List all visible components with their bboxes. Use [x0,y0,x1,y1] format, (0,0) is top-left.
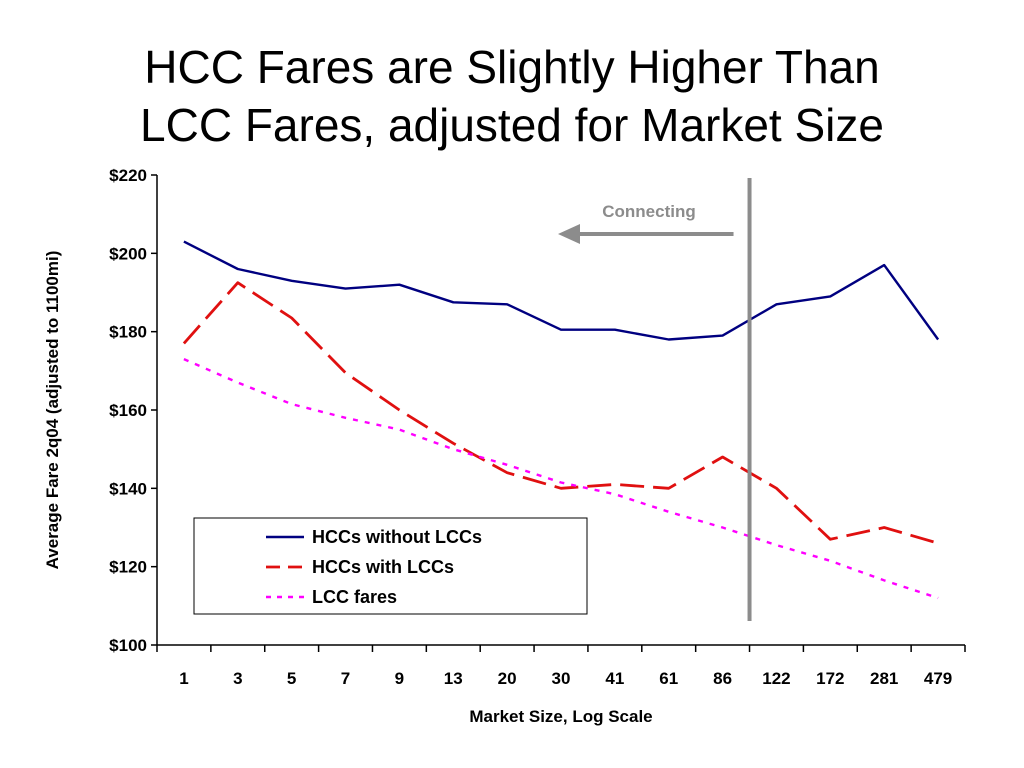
x-tick-label: 281 [870,669,898,688]
slide-title: HCC Fares are Slightly Higher Than LCC F… [0,38,1024,154]
legend-label-2: HCCs with LCCs [312,557,454,577]
legend-box [193,517,588,615]
x-tick-label: 86 [713,669,732,688]
x-tick-label: 13 [444,669,463,688]
y-tick-label: $180 [109,323,147,342]
chart-legend: HCCs without LCCs HCCs with LCCs LCC fares [193,517,588,615]
connecting-arrow-head [558,224,580,244]
y-tick-label: $220 [109,166,147,185]
slide-title-line-2: LCC Fares, adjusted for Market Size [140,99,884,151]
legend-label-3: LCC fares [312,587,397,607]
series-line-3 [183,358,939,600]
y-tick-label: $160 [109,401,147,420]
x-tick-label: 9 [395,669,404,688]
x-tick-label: 7 [341,669,350,688]
y-tick-label: $200 [109,244,147,263]
x-tick-label: 5 [287,669,296,688]
x-tick-label: 61 [659,669,678,688]
y-axis-title: Average Fare 2q04 (adjusted to 1100mi) [43,251,62,570]
series-line-2 [182,281,939,545]
x-tick-label: 3 [233,669,242,688]
chart-series [182,240,940,600]
x-tick-label: 30 [552,669,571,688]
y-tick-label: $120 [109,558,147,577]
legend-label-1: HCCs without LCCs [312,527,482,547]
x-axis-title: Market Size, Log Scale [469,707,652,726]
connecting-label: Connecting [602,202,696,221]
y-tick-label: $100 [109,636,147,655]
x-tick-label: 479 [924,669,952,688]
y-tick-label: $140 [109,479,147,498]
x-tick-label: 20 [498,669,517,688]
series-line-1 [183,240,940,341]
x-tick-label: 1 [179,669,188,688]
chart-annotation: Connecting [558,178,752,621]
x-tick-label: 172 [816,669,844,688]
slide-title-line-1: HCC Fares are Slightly Higher Than [144,41,880,93]
x-tick-label: 122 [762,669,790,688]
x-tick-label: 41 [605,669,624,688]
